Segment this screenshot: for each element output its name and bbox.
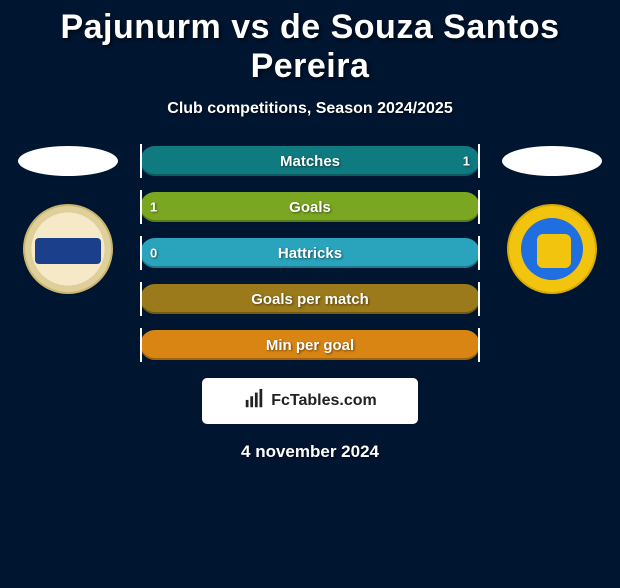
comparison-title: Pajunurm vs de Souza Santos Pereira xyxy=(0,8,620,86)
stat-label: Goals xyxy=(289,199,331,216)
player-left-column xyxy=(14,146,122,294)
stat-value-left: 0 xyxy=(150,246,157,261)
stat-bars: 1 Matches 1 Goals 0 Hattricks Goals per match M… xyxy=(140,146,480,360)
stat-value-right: 1 xyxy=(463,154,470,169)
stat-bar-hattricks: 0 Hattricks xyxy=(140,238,480,268)
comparison-subtitle: Club competitions, Season 2024/2025 xyxy=(0,100,620,118)
fctables-watermark: FcTables.com xyxy=(202,378,418,424)
stat-label: Goals per match xyxy=(251,291,369,308)
comparison-body: 1 Matches 1 Goals 0 Hattricks Goals per match M… xyxy=(0,146,620,360)
stat-label: Hattricks xyxy=(278,245,342,262)
stat-label: Matches xyxy=(280,153,340,170)
watermark-text: FcTables.com xyxy=(271,392,377,410)
stat-bar-goals-per-match: Goals per match xyxy=(140,284,480,314)
stat-label: Min per goal xyxy=(266,337,354,354)
chart-icon xyxy=(243,388,265,415)
stat-bar-goals: 1 Goals xyxy=(140,192,480,222)
player-left-photo-placeholder xyxy=(18,146,118,176)
player-right-column xyxy=(498,146,606,294)
stat-bar-matches: 1 Matches xyxy=(140,146,480,176)
stat-bar-min-per-goal: Min per goal xyxy=(140,330,480,360)
comparison-date: 4 november 2024 xyxy=(0,442,620,462)
player-right-photo-placeholder xyxy=(502,146,602,176)
player-left-club-crest xyxy=(23,204,113,294)
player-right-club-crest xyxy=(507,204,597,294)
stat-value-left: 1 xyxy=(150,200,157,215)
